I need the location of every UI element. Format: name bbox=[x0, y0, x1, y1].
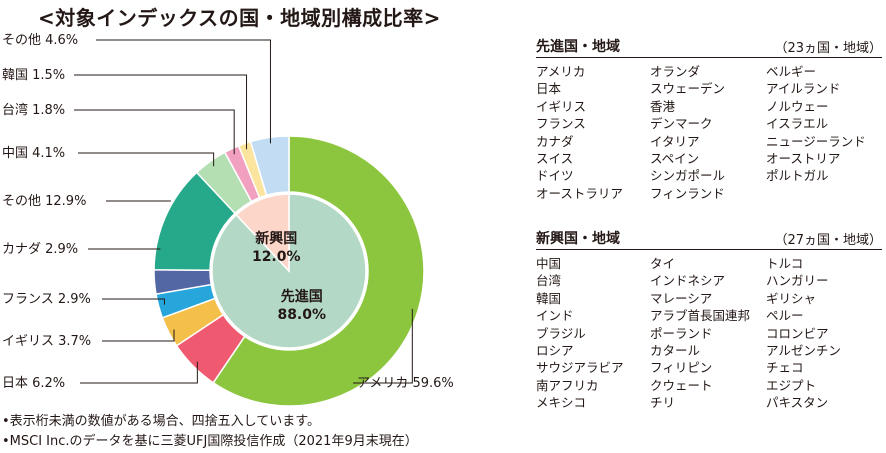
emerging-col-2: タイインドネシア マレーシアアラブ首長国連邦 ポーランド カタールフィリピン クウェート… bbox=[650, 255, 750, 412]
country-item: 香港 bbox=[650, 98, 676, 114]
slice-label-9: その他 4.6% bbox=[2, 33, 78, 48]
country-item: メキシコ bbox=[536, 395, 587, 411]
country-item: ベルギー bbox=[766, 64, 817, 79]
country-item: オーストラリア bbox=[536, 185, 623, 201]
country-item: イスラエル bbox=[766, 116, 829, 132]
country-item: アルゼンチン bbox=[766, 342, 841, 358]
inner-value-1: 12.0% bbox=[252, 249, 301, 265]
slice-label-8: 韓国 1.5% bbox=[2, 68, 65, 83]
country-item: マレーシア bbox=[650, 290, 713, 306]
country-item: フランス bbox=[536, 116, 586, 132]
country-item: ハンガリー bbox=[766, 273, 829, 289]
leader-line-1 bbox=[80, 361, 198, 384]
inner-value-0: 88.0% bbox=[277, 307, 326, 323]
inner-slice-1 bbox=[235, 193, 290, 273]
country-item: フィンランド bbox=[650, 185, 725, 201]
emerging-col-3: トルコハンガリー ギリシャペルー コロンビア アルゼンチン チェコ エジプトパキスタン bbox=[766, 255, 841, 412]
inner-label-1: 新興国 bbox=[255, 230, 297, 247]
leader-line-2 bbox=[102, 329, 175, 342]
emerging-title: 新興国・地域 bbox=[536, 231, 620, 247]
developed-panel: 先進国・地域 （23ヵ国・地域） アメリカ日本 イギリスフランス カナダ スイスドイツ… bbox=[536, 36, 882, 201]
country-item: インドネシア bbox=[650, 273, 726, 289]
country-item: スペイン bbox=[650, 150, 700, 166]
leader-line-8 bbox=[74, 74, 248, 150]
leader-line-0 bbox=[353, 308, 413, 384]
developed-title: 先進国・地域 bbox=[536, 39, 620, 55]
emerging-count: （27ヵ国・地域） bbox=[774, 233, 882, 248]
country-item: アラブ首長国連邦 bbox=[650, 308, 751, 324]
country-item: パキスタン bbox=[766, 395, 829, 411]
chart-title: <対象インデックスの国・地域別構成比率> bbox=[38, 6, 441, 30]
country-item: ポーランド bbox=[650, 325, 713, 341]
country-item: 中国 bbox=[536, 256, 562, 271]
country-item: 南アフリカ bbox=[536, 377, 599, 393]
developed-col-2: オランダスウェーデン 香港デンマーク イタリア スペインシンガポール フィンランド bbox=[650, 63, 725, 202]
country-item: ギリシャ bbox=[766, 290, 817, 306]
country-item: ロシア bbox=[536, 342, 574, 358]
country-item: ニュージーランド bbox=[766, 133, 866, 149]
slice-0 bbox=[212, 135, 425, 407]
country-item: カナダ bbox=[536, 133, 574, 149]
leader-line-3 bbox=[102, 298, 165, 305]
note-rounding: •表示桁未満の数値がある場合、四捨五入しています。 bbox=[2, 414, 320, 429]
country-item: ブラジル bbox=[536, 325, 586, 341]
slice-9 bbox=[249, 135, 290, 197]
note-source: •MSCI Inc.のデータを基に三菱UFJ国際投信作成（2021年9月末現在） bbox=[2, 434, 418, 449]
country-item: サウジアラビア bbox=[536, 360, 624, 376]
country-item: コロンビア bbox=[766, 325, 829, 341]
country-item: ノルウェー bbox=[766, 98, 829, 114]
country-item: タイ bbox=[650, 256, 676, 271]
country-item: アメリカ bbox=[536, 64, 586, 79]
leader-line-6 bbox=[78, 152, 215, 167]
country-item: ペルー bbox=[766, 308, 804, 324]
country-item: 韓国 bbox=[536, 290, 562, 306]
country-item: イギリス bbox=[536, 98, 587, 114]
country-item: ドイツ bbox=[536, 168, 574, 184]
country-item: エジプト bbox=[766, 377, 817, 393]
country-item: イタリア bbox=[650, 133, 700, 149]
slice-label-3: フランス 2.9% bbox=[2, 292, 91, 307]
country-item: カタール bbox=[650, 342, 701, 358]
inner-label-0: 先進国 bbox=[281, 288, 323, 305]
country-item: シンガポール bbox=[650, 168, 726, 184]
slice-label-0: アメリカ 59.6% bbox=[357, 376, 454, 391]
slice-label-6: 中国 4.1% bbox=[2, 146, 65, 161]
slice-label-7: 台湾 1.8% bbox=[2, 102, 65, 118]
leader-line-9 bbox=[96, 39, 271, 144]
country-item: オランダ bbox=[650, 64, 701, 79]
country-item: スイス bbox=[536, 150, 574, 166]
country-item: チリ bbox=[650, 395, 676, 411]
country-item: デンマーク bbox=[650, 116, 713, 132]
country-item: ポルトガル bbox=[766, 168, 829, 184]
slice-label-2: イギリス 3.7% bbox=[2, 334, 91, 349]
developed-count: （23ヵ国・地域） bbox=[774, 41, 882, 56]
developed-col-1: アメリカ日本 イギリスフランス カナダ スイスドイツ オーストラリア bbox=[536, 63, 623, 202]
country-item: アイルランド bbox=[766, 81, 841, 97]
country-item: トルコ bbox=[766, 256, 804, 271]
country-item: チェコ bbox=[766, 360, 804, 376]
country-item: 台湾 bbox=[536, 273, 562, 289]
emerging-col-1: 中国台湾 韓国インド ブラジル ロシアサウジアラビア 南アフリカメキシコ bbox=[536, 255, 624, 412]
country-item: フィリピン bbox=[650, 360, 713, 376]
country-item: インド bbox=[536, 308, 574, 324]
country-item: 日本 bbox=[536, 81, 562, 97]
slice-label-5: その他 12.9% bbox=[2, 194, 86, 209]
leader-line-7 bbox=[74, 109, 235, 155]
emerging-panel: 新興国・地域 （27ヵ国・地域） 中国台湾 韓国インド ブラジル ロシアサウジアラビア… bbox=[536, 228, 882, 410]
country-item: オーストリア bbox=[766, 150, 841, 166]
country-item: クウェート bbox=[650, 377, 713, 393]
developed-col-3: ベルギーアイルランド ノルウェーイスラエル ニュージーランド オーストリア ポルトガル bbox=[766, 63, 866, 185]
slice-label-4: カナダ 2.9% bbox=[2, 242, 78, 257]
slice-label-1: 日本 6.2% bbox=[2, 376, 65, 391]
country-item: スウェーデン bbox=[650, 81, 726, 97]
